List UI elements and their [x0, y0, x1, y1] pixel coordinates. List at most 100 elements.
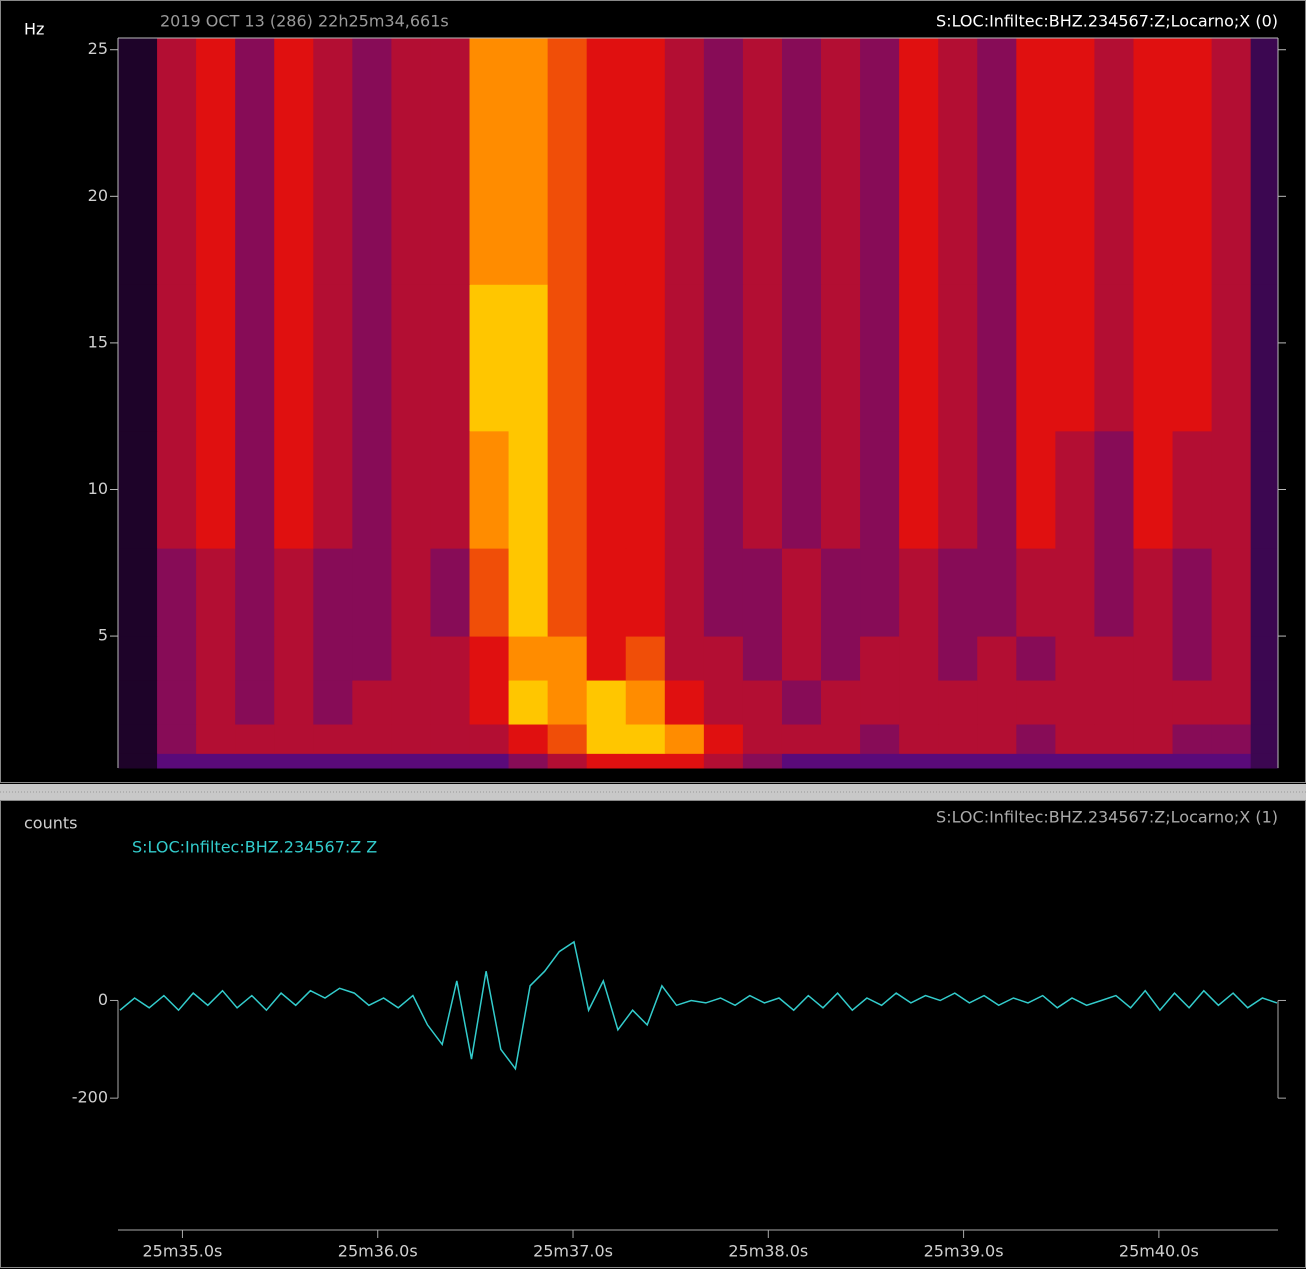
heat-cell	[547, 636, 588, 681]
heat-cell	[899, 724, 939, 754]
heat-cell	[1016, 38, 1056, 285]
heat-cell	[157, 724, 197, 754]
heat-cell	[469, 724, 510, 754]
heat-cell	[1133, 636, 1174, 681]
heat-cell	[469, 284, 510, 432]
y-axis-label: counts	[24, 814, 77, 833]
heat-cell	[1055, 724, 1095, 754]
heat-cell	[1055, 284, 1095, 432]
y-axis-label: Hz	[24, 20, 44, 39]
heat-cell	[899, 680, 939, 725]
heat-cell	[313, 680, 353, 725]
heat-cell	[118, 38, 158, 285]
heat-cell	[781, 724, 822, 754]
heat-cell	[352, 38, 392, 285]
heat-cell	[860, 680, 900, 725]
heat-cell	[313, 753, 353, 769]
heat-cell	[821, 548, 861, 637]
heat-cell	[781, 636, 822, 681]
heat-cell	[821, 38, 861, 285]
heat-cell	[508, 284, 549, 432]
heat-cell	[352, 753, 392, 769]
heat-cell	[1055, 753, 1095, 769]
heat-cell	[1250, 636, 1279, 681]
heat-cell	[118, 430, 158, 549]
y-tick-label: 5	[98, 626, 108, 645]
heat-cell	[703, 38, 744, 285]
x-tick-label: 25m40.0s	[1119, 1242, 1199, 1261]
heat-cell	[352, 724, 392, 754]
heat-cell	[430, 680, 471, 725]
heat-cell	[586, 680, 627, 725]
heat-cell	[235, 284, 275, 432]
heat-cell	[664, 753, 705, 769]
heat-cell	[118, 548, 158, 637]
heat-cell	[313, 548, 353, 637]
heat-cell	[1250, 38, 1279, 285]
heat-cell	[586, 430, 627, 549]
heat-cell	[625, 548, 666, 637]
heat-cell	[157, 548, 197, 637]
heat-cell	[938, 753, 978, 769]
heat-cell	[118, 680, 158, 725]
heat-cell	[664, 724, 705, 754]
heat-cell	[274, 548, 314, 637]
heat-cell	[1133, 680, 1174, 725]
heat-cell	[781, 38, 822, 285]
heat-cell	[1172, 38, 1213, 285]
y-tick-label: 0	[98, 990, 108, 1009]
heat-cell	[742, 548, 783, 637]
heat-cell	[703, 636, 744, 681]
y-tick-label: 10	[88, 479, 108, 498]
heat-cell	[1211, 724, 1252, 754]
heat-cell	[469, 548, 510, 637]
heat-cell	[274, 636, 314, 681]
heat-cell	[977, 548, 1017, 637]
heat-cell	[860, 548, 900, 637]
heat-cell	[703, 753, 744, 769]
heat-cell	[547, 284, 588, 432]
heat-cell	[1211, 680, 1252, 725]
x-tick-label: 25m36.0s	[338, 1242, 418, 1261]
heat-cell	[1250, 430, 1279, 549]
heat-cell	[1172, 680, 1213, 725]
heat-cell	[1211, 636, 1252, 681]
heat-cell	[118, 724, 158, 754]
heat-cell	[274, 38, 314, 285]
heat-cell	[430, 548, 471, 637]
heat-cell	[391, 636, 431, 681]
heat-cell	[469, 636, 510, 681]
heat-cell	[235, 38, 275, 285]
heat-cell	[703, 430, 744, 549]
heat-cell	[860, 430, 900, 549]
heat-cell	[313, 284, 353, 432]
heat-cell	[742, 724, 783, 754]
heat-cell	[742, 753, 783, 769]
heat-cell	[508, 636, 549, 681]
heat-cell	[860, 724, 900, 754]
heat-cell	[157, 680, 197, 725]
heat-cell	[1211, 548, 1252, 637]
heat-cell	[938, 38, 978, 285]
heat-cell	[899, 548, 939, 637]
heat-cell	[1094, 430, 1134, 549]
heat-cell	[313, 724, 353, 754]
heat-cell	[430, 38, 471, 285]
heat-cell	[781, 430, 822, 549]
heat-cell	[391, 430, 431, 549]
heat-cell	[742, 430, 783, 549]
heat-cell	[821, 284, 861, 432]
heat-cell	[1016, 753, 1056, 769]
heat-cell	[821, 753, 861, 769]
heat-cell	[938, 680, 978, 725]
heat-cell	[742, 680, 783, 725]
heat-cell	[1055, 636, 1095, 681]
heat-cell	[508, 430, 549, 549]
heat-cell	[235, 636, 275, 681]
waveform	[119, 940, 1278, 1071]
heat-cell	[1016, 430, 1056, 549]
heat-cell	[1016, 724, 1056, 754]
heat-cell	[1250, 753, 1279, 769]
heat-cell	[1172, 724, 1213, 754]
heat-cell	[703, 284, 744, 432]
